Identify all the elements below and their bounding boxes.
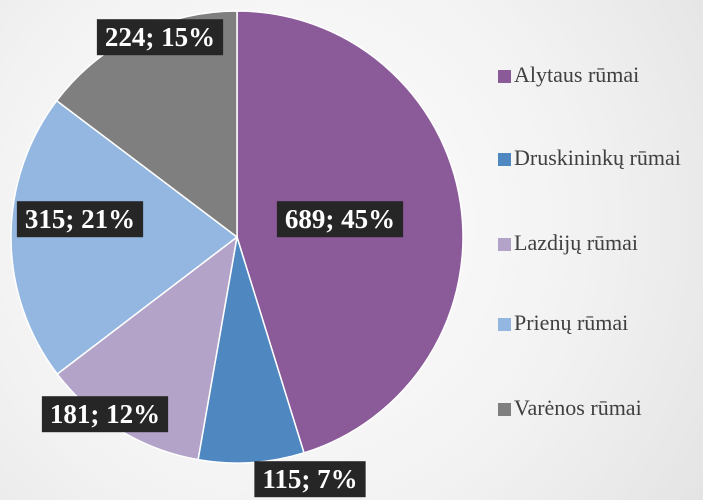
legend-swatch: [498, 238, 511, 251]
legend-swatch: [498, 403, 511, 416]
data-label-box: [96, 19, 224, 56]
data-label: 181; 12%: [41, 396, 169, 433]
data-label-text: 115; 7%: [262, 464, 357, 494]
pie-slice: [10, 99, 239, 376]
legend-label: Lazdijų rūmai: [514, 230, 638, 255]
data-label: 115; 7%: [254, 461, 366, 498]
data-label-box: [276, 201, 404, 238]
data-label-box: [41, 396, 169, 433]
legend-label: Prienų rūmai: [514, 310, 628, 335]
legend-label: Varėnos rūmai: [514, 395, 642, 420]
pie-slice: [197, 236, 305, 464]
data-label-text: 689; 45%: [285, 204, 395, 234]
legend-swatch: [498, 70, 511, 83]
legend-swatch: [498, 318, 511, 331]
data-label-text: 315; 21%: [25, 204, 135, 234]
data-label: 689; 45%: [276, 201, 404, 238]
data-label-box: [254, 461, 366, 498]
data-label-text: 181; 12%: [50, 399, 160, 429]
legend-swatch: [498, 153, 511, 166]
data-label: 315; 21%: [16, 201, 144, 238]
legend-label: Druskininkų rūmai: [514, 145, 681, 170]
data-label: 224; 15%: [96, 19, 224, 56]
legend-label: Alytaus rūmai: [514, 62, 639, 87]
data-label-box: [16, 201, 144, 238]
data-label-text: 224; 15%: [105, 22, 215, 52]
